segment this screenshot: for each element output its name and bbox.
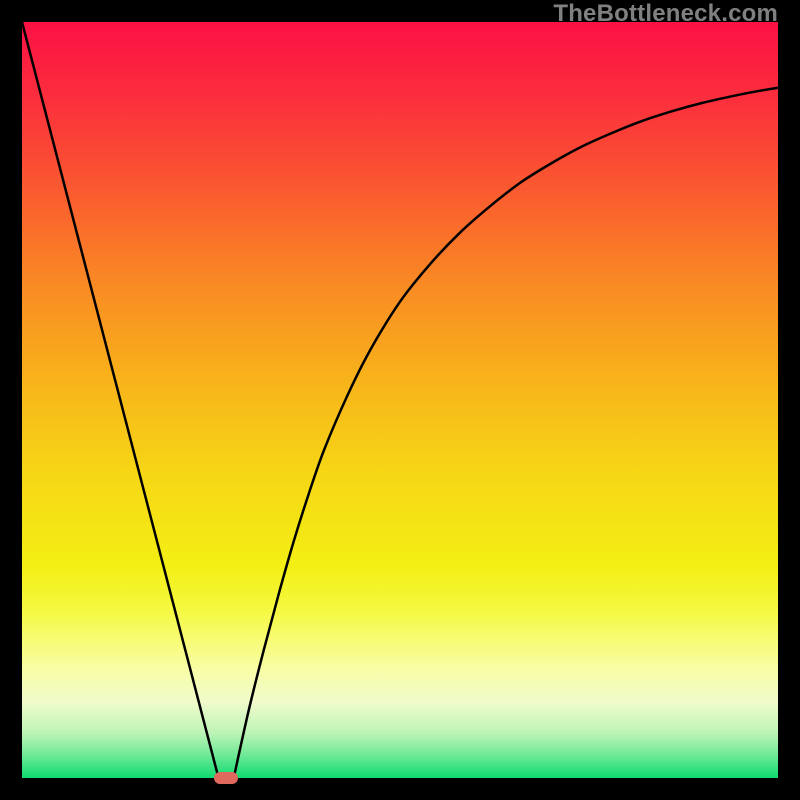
bottleneck-curve-svg — [22, 22, 778, 778]
figure-root: TheBottleneck.com — [0, 0, 800, 800]
minimum-marker — [214, 772, 238, 784]
plot-area — [22, 22, 778, 778]
bottleneck-curve-path — [22, 22, 778, 778]
watermark-text: TheBottleneck.com — [553, 0, 778, 28]
